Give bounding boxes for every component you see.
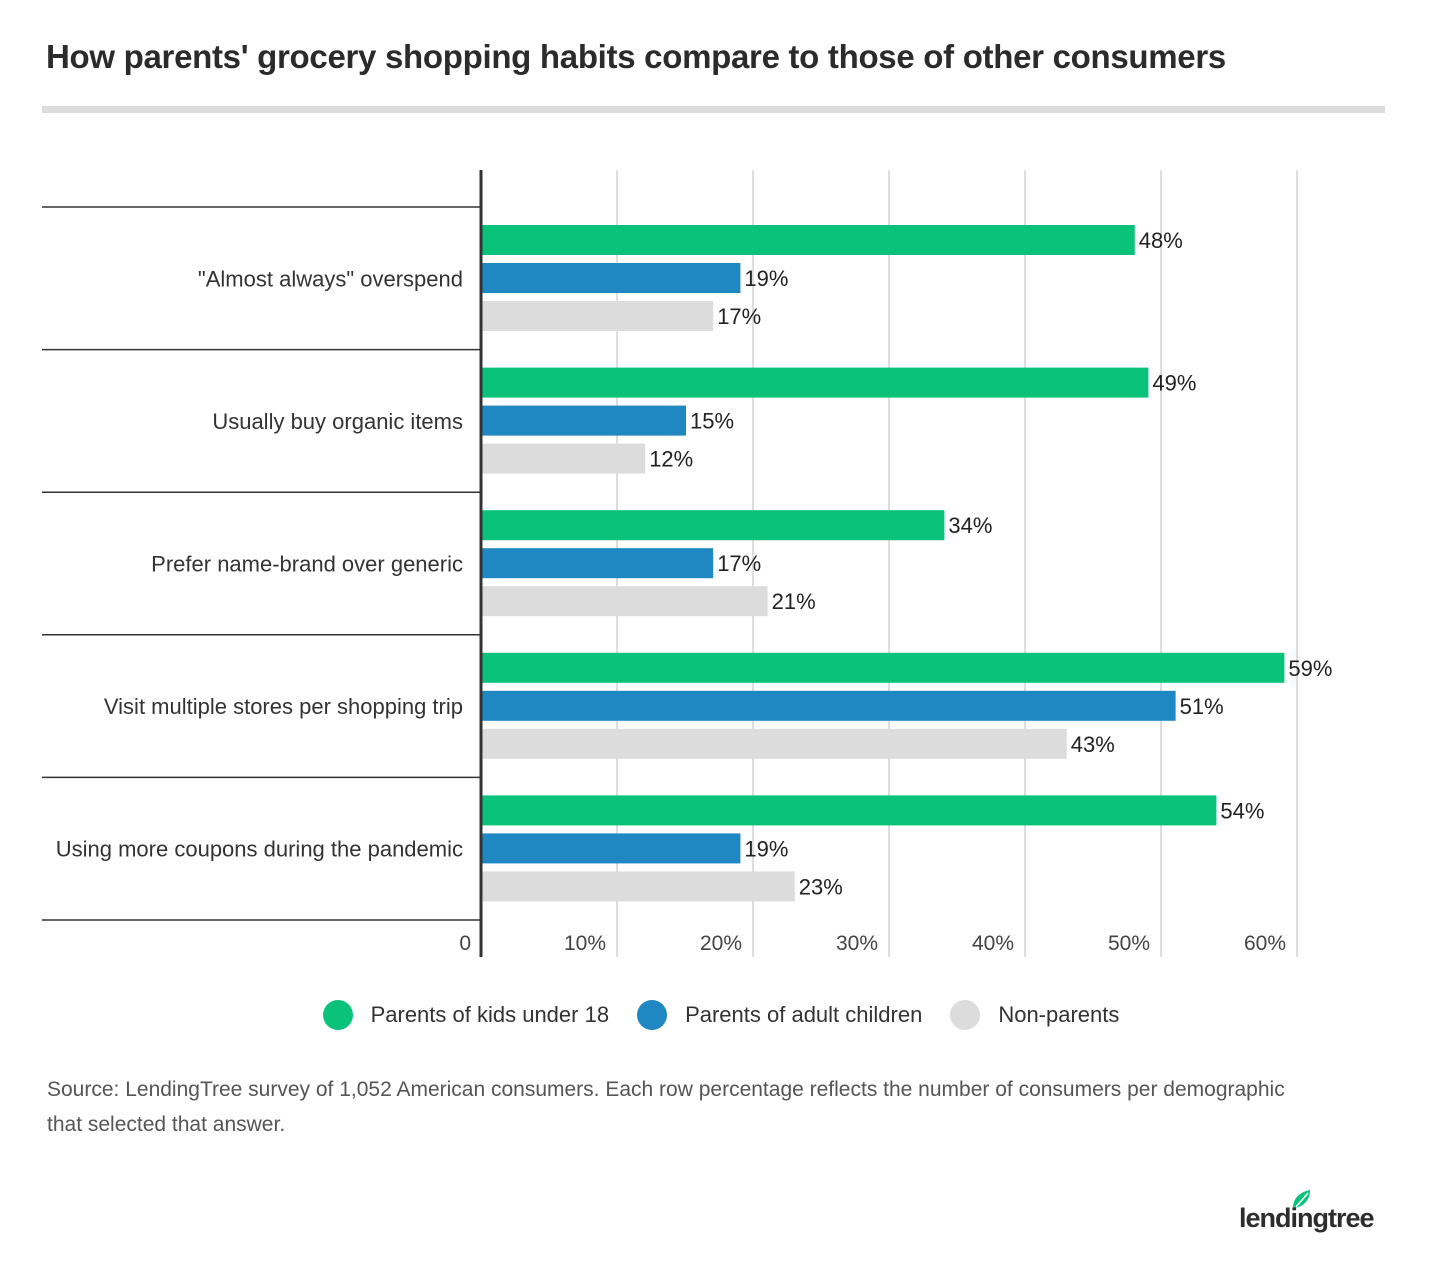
bar-value-label: 23% [799,874,843,899]
title-divider [42,106,1385,113]
bar [482,652,1285,683]
legend-label: Parents of adult children [685,1002,923,1027]
legend-item-parents-kids: Parents of kids under 18 [322,1000,610,1030]
bar [482,586,768,617]
bar [482,833,741,864]
legend-label: Parents of kids under 18 [370,1002,610,1027]
logo-wordmark: lendingtree [1239,1203,1375,1233]
bar-chart: 48% 19% 17% "Almost always" overspend 49% 15%… [42,170,1332,957]
bar [482,225,1135,255]
category-label: Visit multiple stores per shopping trip [104,694,463,719]
x-tick-label: 60% [1244,932,1286,955]
bar-value-label: 15% [690,409,734,434]
bar [482,301,714,331]
x-tick-label: 20% [700,932,742,955]
bar-value-label: 54% [1220,798,1264,823]
legend-label: Non-parents [998,1002,1120,1027]
legend-item-non-parents: Non-parents [950,1000,1119,1030]
bar-value-label: 59% [1288,656,1332,681]
source-note: Source: LendingTree survey of 1,052 Amer… [47,1078,1285,1136]
bar [482,263,741,293]
bar [482,871,795,902]
legend: Parents of kids under 18 Parents of adul… [0,1000,1440,1030]
legend-swatch [637,1000,668,1030]
bar [482,690,1176,721]
bar-value-label: 51% [1180,694,1224,719]
bar [482,548,714,579]
bar [482,728,1067,759]
bar [482,443,646,474]
bar-value-label: 48% [1139,228,1183,253]
bar-value-label: 21% [772,589,816,614]
legend-swatch [322,1000,353,1030]
bar [482,510,945,541]
x-tick-label: 0 [459,932,471,955]
legend-swatch [950,1000,981,1030]
bar-value-label: 34% [948,513,992,538]
bar [482,795,1217,826]
lendingtree-logo: lendingtree [1239,1190,1376,1233]
x-tick-label: 50% [1108,932,1150,955]
x-tick-label: 10% [564,932,606,955]
bar-value-label: 17% [717,304,761,329]
bar-value-label: 12% [649,447,693,472]
bar [482,405,686,436]
bar-value-label: 19% [744,266,788,291]
category-label: Prefer name-brand over generic [151,552,463,577]
leaf-icon [1293,1190,1310,1208]
bar-value-label: 19% [744,836,788,861]
x-tick-label: 30% [836,932,878,955]
legend-item-parents-adult: Parents of adult children [637,1000,922,1030]
bar [482,367,1149,398]
category-label: Usually buy organic items [212,409,463,434]
bar-value-label: 43% [1071,732,1115,757]
category-label: Using more coupons during the pandemic [56,837,463,862]
bar-value-label: 17% [717,551,761,576]
bar-value-label: 49% [1152,371,1196,396]
category-label: "Almost always" overspend [198,266,463,291]
chart-title: How parents' grocery shopping habits com… [46,38,1226,75]
x-tick-label: 40% [972,932,1014,955]
